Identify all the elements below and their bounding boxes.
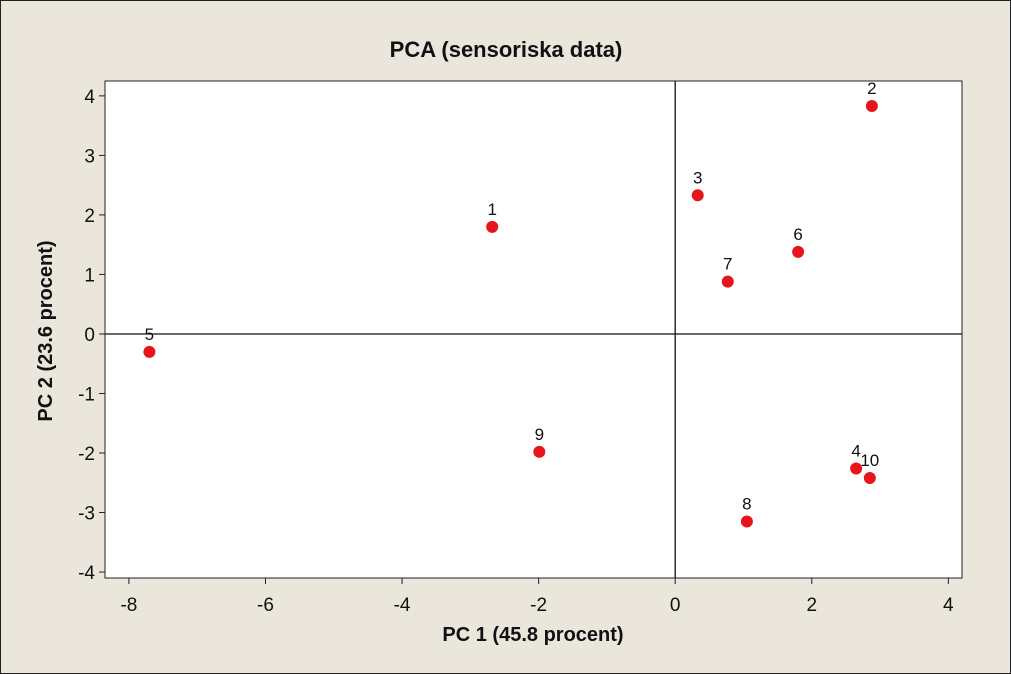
data-point-label-9: 9 xyxy=(535,425,544,444)
data-point-label-4: 4 xyxy=(851,441,860,460)
reference-lines xyxy=(105,81,962,578)
data-point-label-7: 7 xyxy=(723,255,732,274)
data-point-label-6: 6 xyxy=(793,225,802,244)
y-tick-label: 1 xyxy=(84,265,95,286)
data-point-label-8: 8 xyxy=(742,494,751,513)
y-tick-label: 4 xyxy=(84,87,95,108)
x-tick-label: 0 xyxy=(670,595,681,616)
y-tick-label: -2 xyxy=(78,444,95,465)
x-axis-ticks: -8 -6 -4 -2 0 2 4 xyxy=(120,578,954,616)
y-tick-label: -4 xyxy=(78,563,95,584)
x-tick-label: -6 xyxy=(257,595,274,616)
plot-area xyxy=(104,80,963,579)
data-point-5 xyxy=(143,345,156,358)
data-point-3 xyxy=(691,189,704,202)
data-point-2 xyxy=(865,99,878,112)
y-axis-label: PC 2 (23.6 procent) xyxy=(35,240,57,421)
data-point-10 xyxy=(863,472,876,485)
y-tick-label: 3 xyxy=(84,146,95,167)
data-point-8 xyxy=(740,515,753,528)
data-point-label-2: 2 xyxy=(867,79,876,98)
y-tick-label: -1 xyxy=(78,384,95,405)
x-axis-label: PC 1 (45.8 procent) xyxy=(442,624,623,646)
data-point-label-10: 10 xyxy=(860,451,879,470)
x-tick-label: 2 xyxy=(806,595,817,616)
data-point-7 xyxy=(721,275,734,288)
x-tick-label: 4 xyxy=(943,595,954,616)
data-point-9 xyxy=(533,445,546,458)
y-axis-ticks: -4 -3 -2 -1 0 1 2 3 4 xyxy=(78,87,105,584)
chart-title: PCA (sensoriska data) xyxy=(390,37,623,62)
y-tick-label: 2 xyxy=(84,206,95,227)
data-point-6 xyxy=(792,245,805,258)
x-tick-label: -2 xyxy=(530,595,547,616)
y-tick-label: 0 xyxy=(84,325,95,346)
data-point-label-3: 3 xyxy=(693,168,702,187)
data-point-label-5: 5 xyxy=(145,325,154,344)
x-tick-label: -4 xyxy=(394,595,411,616)
y-tick-label: -3 xyxy=(78,504,95,525)
data-point-4 xyxy=(850,462,863,475)
data-points: 1 2 3 4 5 6 7 8 9 10 xyxy=(143,79,879,528)
data-point-label-1: 1 xyxy=(487,200,496,219)
x-tick-label: -8 xyxy=(120,595,137,616)
data-point-1 xyxy=(486,220,499,233)
